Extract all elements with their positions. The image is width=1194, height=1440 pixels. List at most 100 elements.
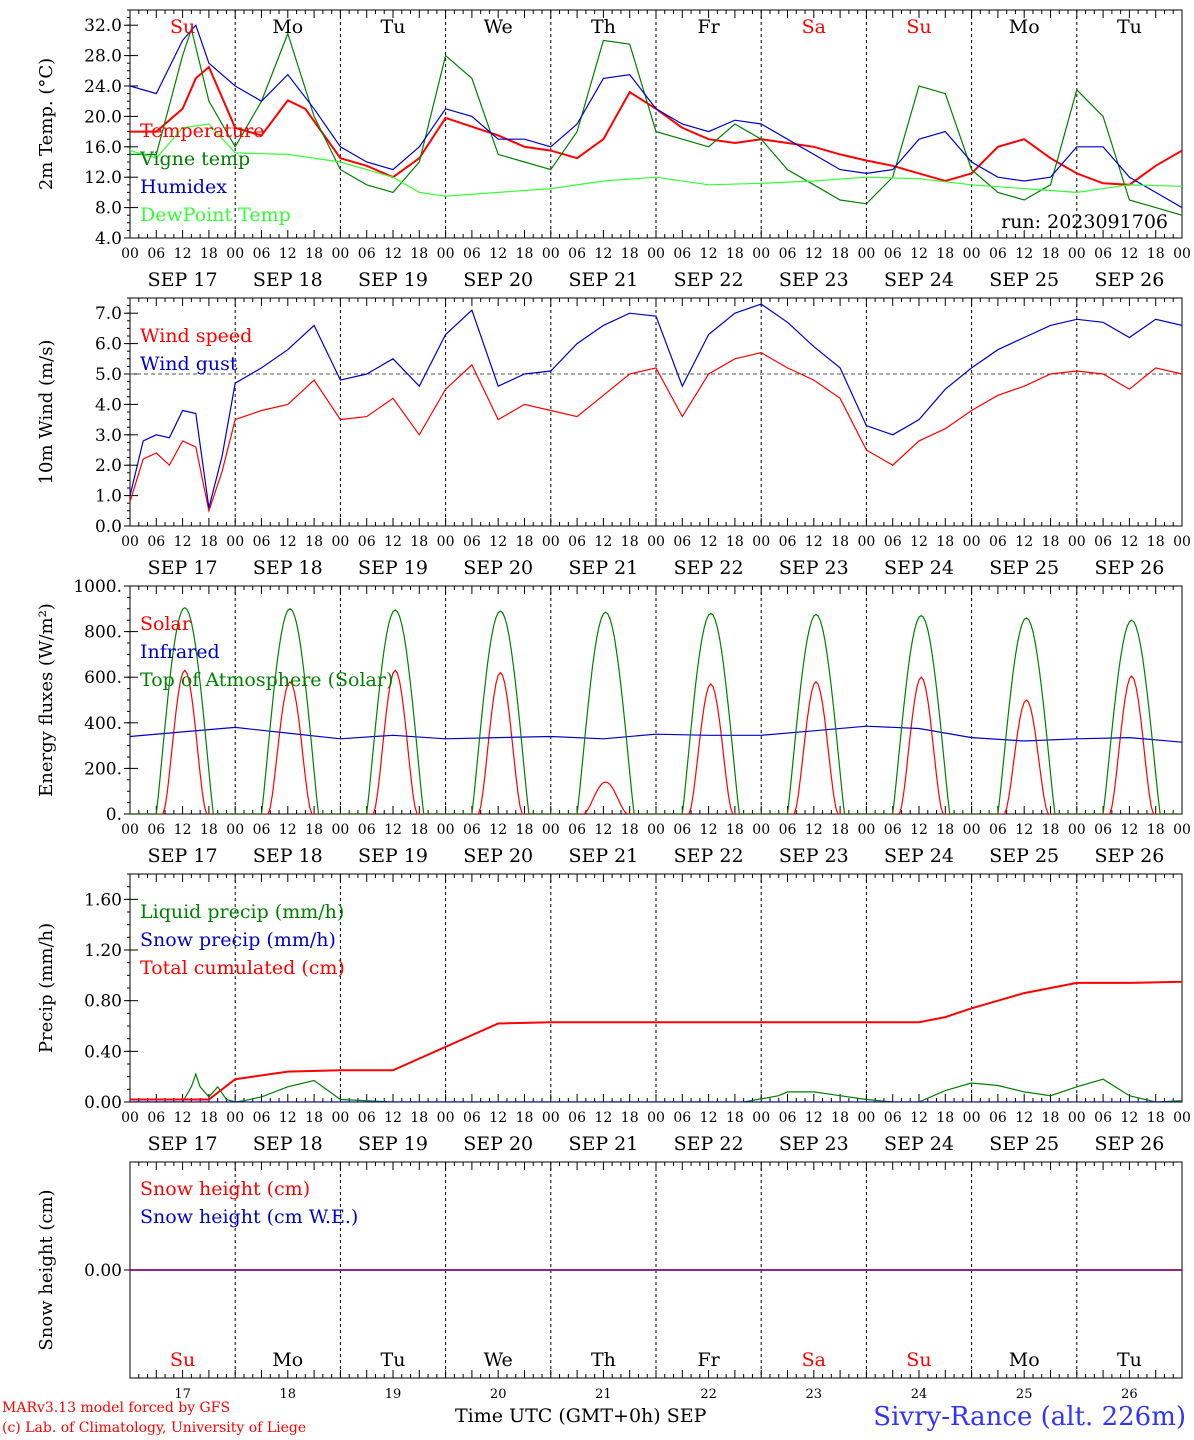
hour-label: 00 [331,246,349,262]
hour-label: 12 [489,822,507,838]
hour-label: 06 [1094,534,1112,550]
hour-label: 12 [700,1110,718,1126]
hour-label: 06 [568,534,586,550]
hour-label: 00 [331,822,349,838]
y-tick-label: 0.0 [95,517,122,537]
date-label: SEP 21 [568,269,638,291]
hour-label: 06 [358,1110,376,1126]
hour-label: 00 [752,246,770,262]
y-axis-title: 10m Wind (m/s) [36,340,57,485]
date-label: SEP 26 [1094,557,1164,579]
panel-3 [124,585,1183,815]
hour-label: 06 [463,822,481,838]
model-credit: MARv3.13 model forced by GFS [2,1400,231,1416]
hour-label: 12 [489,534,507,550]
date-label: SEP 18 [253,557,323,579]
hour-label: 12 [594,822,612,838]
day-name-bottom: Tu [1117,1349,1142,1371]
hour-label: 00 [542,534,560,550]
y-tick-label: 0.00 [84,1261,122,1281]
day-name-top: Fr [697,16,720,38]
hour-label: 06 [779,822,797,838]
hour-label: 18 [305,534,323,550]
hour-label: 06 [884,246,902,262]
hour-label: 00 [1173,534,1191,550]
legend-entry: Snow precip (mm/h) [140,929,336,951]
hour-label: 06 [147,534,165,550]
hour-label: 06 [989,822,1007,838]
hour-label: 06 [779,1110,797,1126]
legend-entry: Liquid precip (mm/h) [140,901,344,923]
date-label: SEP 17 [148,845,218,867]
legend-entry: Temperature [140,120,264,142]
y-tick-label: 5.0 [95,365,122,385]
hour-label: 00 [857,822,875,838]
hour-label: 12 [700,534,718,550]
hour-label: 06 [884,822,902,838]
series-line-wind-speed [130,352,1182,514]
hour-label: 06 [463,1110,481,1126]
hour-label: 06 [358,822,376,838]
hour-label: 06 [568,822,586,838]
hour-label: 00 [1173,822,1191,838]
hour-label: 06 [673,822,691,838]
date-label: SEP 23 [779,845,849,867]
day-name-bottom: Sa [802,1349,826,1371]
y-tick-label: 7.0 [95,304,122,324]
day-name-top: We [484,16,513,38]
date-label: SEP 17 [148,1133,218,1155]
y-tick-label: 800. [84,623,122,643]
y-tick-label: 20.0 [84,107,122,127]
hour-label: 06 [147,822,165,838]
hour-label: 06 [1094,822,1112,838]
date-label: SEP 17 [148,269,218,291]
hour-label: 12 [700,822,718,838]
hour-label: 00 [226,822,244,838]
hour-label: 00 [226,1110,244,1126]
hour-label: 00 [963,534,981,550]
date-label: SEP 18 [253,1133,323,1155]
hour-label: 18 [726,246,744,262]
day-number: 21 [595,1387,612,1402]
hour-label: 06 [568,246,586,262]
hour-label: 00 [647,1110,665,1126]
day-number: 19 [385,1387,402,1402]
hour-label: 18 [410,534,428,550]
hour-label: 06 [147,246,165,262]
series-line-wind-gust [130,303,1182,508]
hour-label: 12 [1015,822,1033,838]
hour-label: 18 [1042,822,1060,838]
y-tick-label: 0.40 [84,1042,122,1062]
hour-label: 06 [358,534,376,550]
hour-label: 18 [831,1110,849,1126]
date-label: SEP 24 [884,1133,954,1155]
y-tick-label: 200. [84,759,122,779]
hour-label: 00 [647,246,665,262]
legend-entry: Solar [140,613,192,635]
date-label: SEP 18 [253,845,323,867]
date-label: SEP 20 [463,1133,533,1155]
hour-label: 12 [174,534,192,550]
hour-label: 12 [1120,1110,1138,1126]
y-tick-label: 1000. [73,577,122,597]
day-number: 25 [1016,1387,1033,1402]
hour-label: 12 [384,534,402,550]
hour-label: 18 [1042,1110,1060,1126]
hour-label: 06 [673,534,691,550]
hour-label: 18 [200,1110,218,1126]
hour-label: 18 [410,1110,428,1126]
date-label: SEP 25 [989,269,1059,291]
hour-label: 00 [437,534,455,550]
hour-label: 12 [910,1110,928,1126]
day-name-top: Tu [1117,16,1142,38]
hour-label: 00 [1173,1110,1191,1126]
hour-label: 06 [358,246,376,262]
hour-label: 18 [305,1110,323,1126]
hour-label: 00 [1173,246,1191,262]
hour-label: 00 [963,246,981,262]
hour-label: 00 [121,246,139,262]
hour-label: 06 [1094,1110,1112,1126]
hour-label: 12 [805,822,823,838]
y-axis-title: Snow height (cm) [36,1189,57,1350]
hour-label: 18 [1042,246,1060,262]
